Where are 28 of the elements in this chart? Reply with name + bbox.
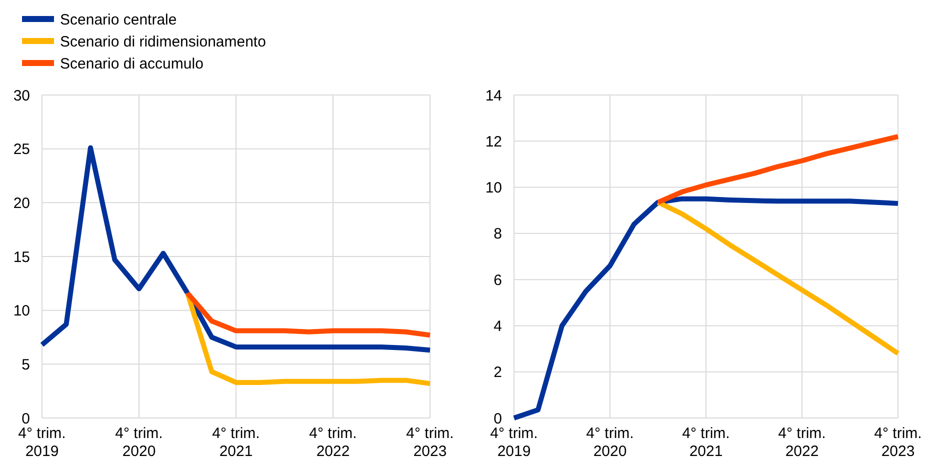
y-tick-label: 30: [13, 87, 30, 104]
x-tick-label: 4° trim. 2020: [115, 425, 163, 460]
x-tick-label: 4° trim. 2022: [778, 425, 826, 460]
y-tick-label: 20: [13, 194, 30, 212]
y-tick-label: 4: [494, 318, 502, 335]
x-tick-label: 4° trim. 2022: [309, 425, 357, 460]
y-tick-label: 25: [13, 141, 30, 158]
x-tick-label: 4° trim. 2020: [586, 425, 634, 460]
y-tick-label: 12: [485, 133, 502, 150]
legend-label: Scenario centrale: [60, 11, 177, 28]
x-tick-label: 4° trim. 2023: [406, 425, 454, 460]
x-tick-label: 4° trim. 2021: [682, 425, 730, 460]
y-tick-label: 10: [485, 180, 502, 197]
x-tick-label: 4° trim. 2019: [18, 425, 66, 460]
y-tick-label: 0: [22, 410, 30, 428]
x-tick-label: 4° trim. 2021: [212, 425, 260, 460]
y-tick-label: 8: [494, 226, 502, 243]
y-tick-label: 10: [13, 302, 30, 320]
y-tick-label: 0: [494, 410, 502, 428]
x-tick-label: 4° trim. 2019: [490, 425, 538, 460]
y-tick-label: 6: [494, 272, 502, 289]
legend-label: Scenario di accumulo: [60, 55, 204, 72]
y-tick-label: 2: [494, 364, 502, 382]
legend-label: Scenario di ridimensionamento: [60, 33, 266, 50]
x-tick-label: 4° trim. 2023: [874, 425, 922, 460]
y-tick-label: 15: [13, 248, 30, 266]
y-tick-label: 5: [22, 356, 30, 374]
y-tick-label: 14: [485, 87, 502, 104]
